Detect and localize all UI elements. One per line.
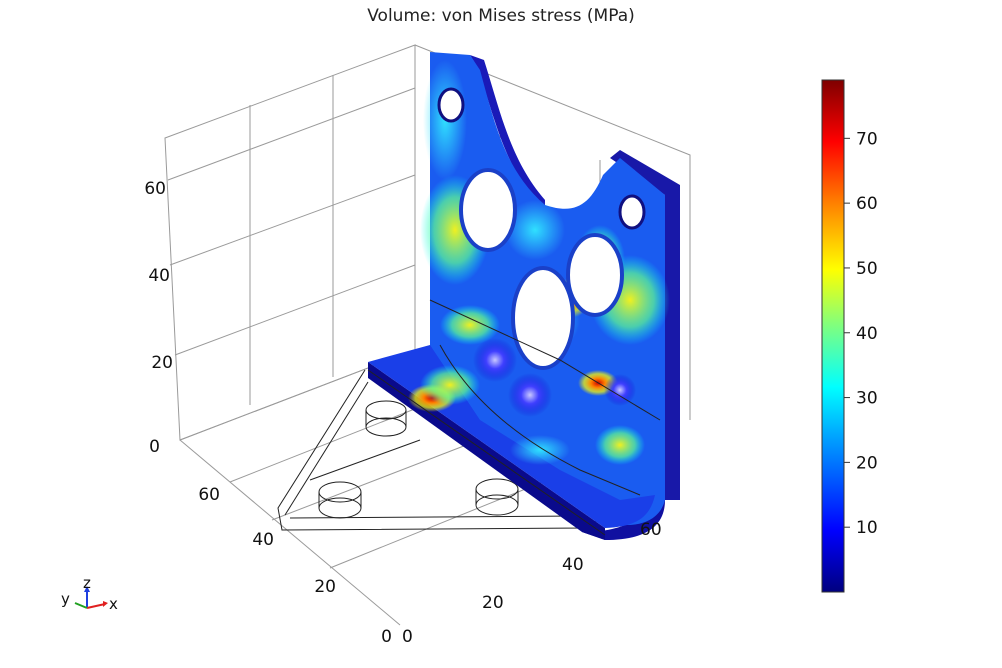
- bracket-stress-surface[interactable]: [367, 52, 680, 540]
- colorbar-tick-label: 60: [856, 194, 878, 214]
- colorbar: 10 20 30 40 50 60 70: [821, 79, 878, 593]
- z-tick: 20: [151, 353, 173, 373]
- colorbar-tick-label: 50: [856, 259, 878, 279]
- y-tick: 60: [198, 485, 220, 505]
- colorbar-tick-label: 30: [856, 389, 878, 409]
- triad-y-label: y: [61, 590, 70, 608]
- x-tick: 0: [402, 627, 413, 647]
- mount-hole-small-left: [437, 87, 465, 123]
- colorbar-gradient: [821, 79, 845, 593]
- z-tick: 60: [144, 179, 166, 199]
- x-tick: 20: [482, 593, 504, 613]
- y-tick: 0: [381, 627, 392, 647]
- x-tick: 40: [562, 555, 584, 575]
- x-axis-ticks: 0 20 40 60: [402, 520, 662, 647]
- y-axis-ticks: 0 20 40 60: [198, 485, 392, 647]
- z-tick: 0: [149, 437, 160, 457]
- hole-upper-left: [459, 168, 517, 252]
- triad-z-label: z: [83, 574, 91, 592]
- mount-hole-small-right: [618, 194, 646, 230]
- hole-right: [566, 233, 624, 317]
- colorbar-ticks: 10 20 30 40 50 60 70: [844, 129, 878, 538]
- hole-center: [511, 266, 575, 370]
- colorbar-tick-label: 70: [856, 129, 878, 149]
- axis-triad: z y x: [61, 574, 118, 613]
- triad-x-label: x: [109, 595, 118, 613]
- y-tick: 20: [314, 577, 336, 597]
- plot-title: Volume: von Mises stress (MPa): [367, 6, 635, 26]
- y-tick: 40: [252, 530, 274, 550]
- z-axis-ticks: 0 20 40 60: [144, 179, 173, 457]
- colorbar-tick-label: 40: [856, 324, 878, 344]
- z-tick: 40: [148, 266, 170, 286]
- colorbar-tick-label: 10: [856, 518, 878, 538]
- colorbar-tick-label: 20: [856, 453, 878, 473]
- x-tick: 60: [640, 520, 662, 540]
